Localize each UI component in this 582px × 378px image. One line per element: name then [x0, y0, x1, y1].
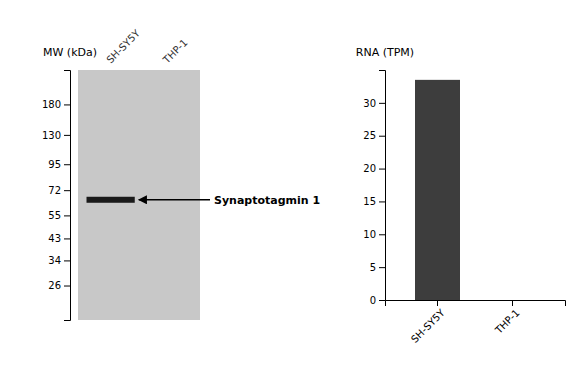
- y-tick-mark: [64, 104, 70, 105]
- y-tick: 10: [363, 229, 385, 240]
- y-tick-mark: [64, 238, 70, 239]
- y-tick-label: 130: [42, 130, 61, 141]
- lane-label: THP-1: [160, 37, 189, 66]
- y-tick-mark: [64, 260, 70, 261]
- y-tick-label: 72: [48, 185, 61, 196]
- y-tick-mark: [64, 286, 70, 287]
- y-tick-label: 25: [363, 130, 376, 141]
- y-tick-mark: [379, 267, 385, 268]
- y-tick: 43: [48, 233, 70, 244]
- bar: [490, 300, 535, 301]
- y-tick-label: 10: [363, 229, 376, 240]
- y-tick-label: 95: [48, 159, 61, 170]
- y-tick: 72: [48, 185, 70, 196]
- y-tick: 180: [42, 99, 70, 110]
- y-tick: 34: [48, 255, 70, 266]
- x-tick-label: SH-SY5Y: [409, 306, 447, 344]
- bar-panel: 0 5 10 15 20 25 30 SH-SY5Y THP-1 RNA (TPM): [356, 46, 566, 345]
- y-axis-title: RNA (TPM): [356, 46, 414, 59]
- y-tick: 30: [363, 98, 385, 109]
- y-tick-label: 0: [370, 295, 376, 306]
- y-tick-label: 180: [42, 99, 61, 110]
- y-tick: 130: [42, 130, 70, 141]
- y-tick-mark: [379, 201, 385, 202]
- y-tick-mark: [379, 300, 385, 301]
- y-tick: 55: [48, 210, 70, 221]
- y-tick-mark: [379, 169, 385, 170]
- y-tick: 5: [370, 262, 385, 273]
- y-tick-label: 43: [48, 233, 61, 244]
- bar: [415, 80, 460, 300]
- y-tick-label: 26: [48, 280, 61, 291]
- y-tick-mark: [64, 215, 70, 216]
- y-tick-mark: [64, 164, 70, 165]
- y-tick-mark: [64, 190, 70, 191]
- y-axis: 0 5 10 15 20 25 30: [363, 71, 385, 306]
- blot-panel: 180 130 95 72 55 43 34 26 MW (kDa) SH-SY5Y THP-1 Sy…: [42, 27, 320, 320]
- x-axis-line: [386, 301, 566, 307]
- annotation-arrow: [139, 199, 210, 200]
- y-tick: 20: [363, 163, 385, 174]
- y-tick-mark: [64, 135, 70, 136]
- bands: [87, 197, 135, 203]
- y-tick: 0: [370, 295, 385, 306]
- lane-label: SH-SY5Y: [104, 27, 142, 65]
- y-axis-line: [64, 71, 71, 321]
- x-tick-mark: [437, 300, 438, 306]
- x-tick-mark: [512, 300, 513, 306]
- y-tick: 15: [363, 196, 385, 207]
- annotation: Synaptotagmin 1: [214, 194, 320, 207]
- x-tick: THP-1: [492, 300, 521, 336]
- y-tick-label: 15: [363, 196, 376, 207]
- y-axis-line: [379, 71, 386, 301]
- y-tick-mark: [379, 103, 385, 104]
- y-axis: 180 130 95 72 55 43 34 26: [42, 71, 71, 321]
- y-tick: 95: [48, 159, 70, 170]
- y-axis-title: MW (kDa): [43, 46, 97, 59]
- y-tick-label: 5: [370, 262, 376, 273]
- y-tick-label: 30: [363, 98, 376, 109]
- y-tick-mark: [379, 136, 385, 137]
- y-tick-label: 55: [48, 210, 61, 221]
- y-tick: 26: [48, 280, 70, 291]
- x-tick: SH-SY5Y: [409, 300, 447, 345]
- x-tick-label: THP-1: [492, 307, 521, 336]
- gel-lane: [78, 70, 200, 320]
- chart: 180 130 95 72 55 43 34 26 MW (kDa) SH-SY5Y THP-1 Sy…: [0, 0, 582, 378]
- y-tick-label: 34: [48, 255, 61, 266]
- y-tick-label: 20: [363, 163, 376, 174]
- x-axis: SH-SY5Y THP-1: [386, 300, 566, 345]
- y-tick: 25: [363, 130, 385, 141]
- band: [87, 197, 135, 203]
- y-tick-mark: [379, 234, 385, 235]
- bars: [415, 80, 460, 300]
